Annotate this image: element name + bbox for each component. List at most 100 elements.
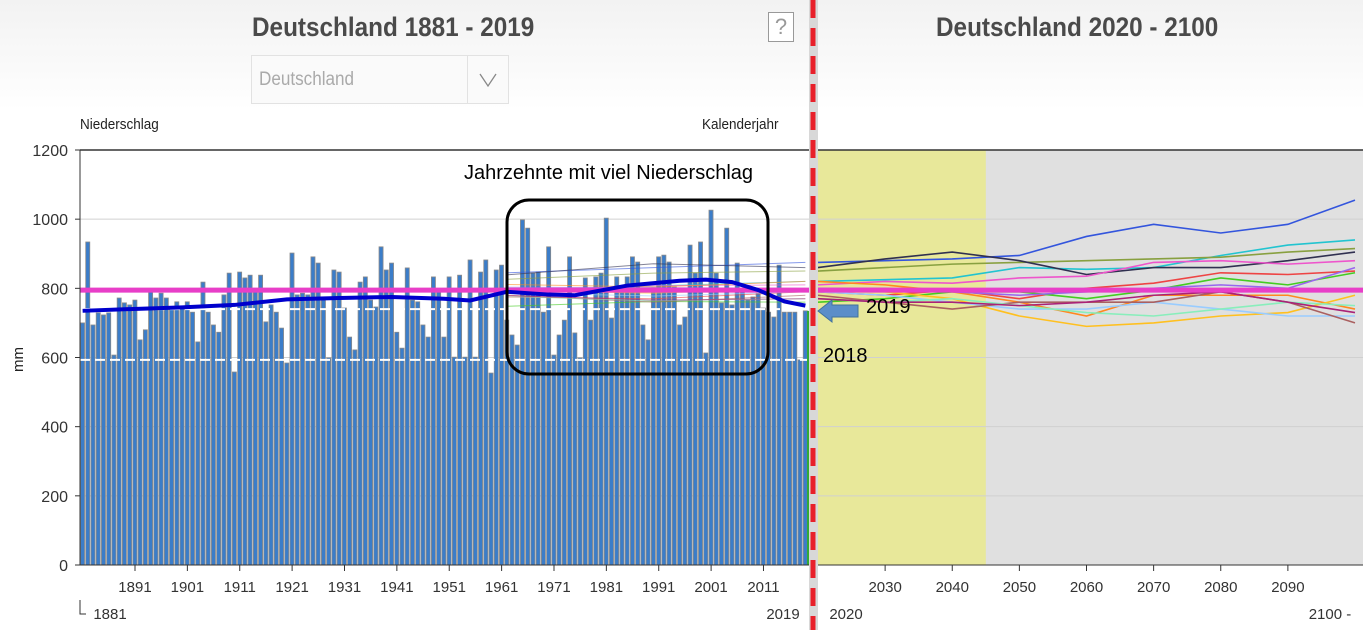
bar-1968 [535, 271, 541, 566]
projection-series-10 [817, 290, 1355, 317]
bar-1885 [101, 314, 106, 566]
bar-1920 [284, 362, 290, 566]
annotation-arrow-label: 2019 [866, 296, 911, 318]
bar-1883 [90, 324, 96, 566]
bar-1949 [436, 289, 442, 566]
bar-2019 [802, 310, 808, 566]
bar-1969 [540, 311, 546, 566]
x-tick-label: 2040 [936, 579, 969, 596]
bar-1977 [582, 277, 588, 566]
bar-1907 [216, 331, 222, 566]
x-tick-label: 2001 [694, 579, 727, 596]
bar-1996 [682, 316, 688, 566]
bar-2003 [719, 302, 724, 566]
bar-1993 [666, 261, 672, 566]
bar-1889 [121, 302, 127, 566]
projection-start-label: 2020 [829, 606, 862, 623]
bar-1915 [258, 274, 264, 566]
projection-end-label: 2100 - [1309, 606, 1352, 623]
bar-1927 [321, 296, 326, 566]
bar-2001 [708, 209, 714, 566]
chevron-down-icon[interactable] [467, 56, 508, 103]
help-button[interactable]: ? [768, 12, 794, 42]
bar-1998 [692, 272, 698, 566]
bar-1919 [279, 327, 284, 566]
bar-1916 [263, 321, 269, 566]
bar-1939 [383, 269, 389, 566]
bar-1981 [603, 217, 609, 566]
bar-1980 [598, 272, 604, 566]
x-tick-label: 1941 [380, 579, 413, 596]
bar-1888 [116, 297, 122, 566]
region-select[interactable]: Deutschland [251, 55, 509, 104]
bar-1902 [190, 311, 195, 566]
bar-1994 [671, 286, 677, 566]
x-tick-label: 1961 [485, 579, 518, 596]
bar-1954 [462, 356, 468, 566]
model-history-series-7 [506, 300, 806, 307]
bar-1942 [399, 347, 405, 566]
bar-1931 [341, 307, 347, 566]
x-tick-label: 2030 [868, 579, 901, 596]
bar-2007 [740, 289, 745, 566]
bar-1976 [577, 357, 583, 566]
bar-1960 [493, 269, 499, 566]
bar-1986 [630, 256, 635, 566]
y-tick-label: 0 [59, 558, 68, 575]
bar-1890 [127, 304, 133, 566]
x-tick-label: 1921 [275, 579, 308, 596]
bar-1978 [588, 319, 593, 566]
bar-1987 [635, 261, 641, 566]
region-select-value: Deutschland [259, 69, 355, 90]
bar-1912 [242, 277, 248, 566]
projection-series-7 [817, 271, 1356, 303]
x-tick-label: 2070 [1137, 579, 1170, 596]
bar-1958 [483, 259, 489, 566]
bar-1923 [300, 292, 305, 566]
bar-1972 [556, 334, 562, 566]
bar-1895 [153, 297, 159, 566]
y-tick-label: 200 [41, 489, 68, 506]
bar-1906 [211, 324, 216, 566]
bar-1973 [561, 319, 567, 566]
bar-1975 [572, 332, 578, 566]
bar-1918 [273, 311, 279, 566]
y-tick-label: 400 [41, 420, 68, 437]
range-bracket [79, 600, 86, 615]
bar-1933 [352, 349, 358, 566]
bar-1956 [472, 356, 478, 566]
bar-1974 [567, 256, 573, 566]
bar-1983 [614, 276, 620, 566]
y-axis-title: Niederschlag [80, 116, 159, 133]
projection-series-2 [817, 239, 1356, 283]
bar-2002 [713, 272, 719, 566]
bar-1911 [237, 271, 243, 566]
model-history-series-14 [506, 295, 806, 301]
bar-2016 [787, 311, 792, 566]
bar-1940 [389, 262, 394, 566]
bar-1909 [226, 272, 232, 566]
bar-1950 [441, 336, 447, 566]
bar-1903 [195, 341, 201, 566]
bar-1897 [163, 297, 169, 566]
x-tick-label: 2011 [747, 579, 779, 596]
bar-1884 [95, 312, 101, 566]
projection-series-13 [817, 297, 1356, 317]
bar-1904 [200, 281, 206, 566]
bar-2005 [729, 304, 735, 566]
bar-2015 [781, 311, 787, 566]
x-tick-label: 2060 [1070, 579, 1103, 596]
bar-1997 [687, 244, 693, 566]
projection-series-3 [817, 247, 1356, 272]
bar-1886 [106, 312, 112, 566]
bar-1900 [179, 307, 185, 566]
bar-1967 [530, 272, 536, 566]
bar-1887 [111, 354, 117, 566]
bar-2000 [703, 352, 709, 566]
bar-1910 [231, 371, 237, 566]
bar-1948 [431, 276, 436, 566]
bar-1896 [158, 292, 164, 566]
bar-1934 [357, 281, 363, 566]
y-tick-label: 1200 [32, 143, 68, 160]
